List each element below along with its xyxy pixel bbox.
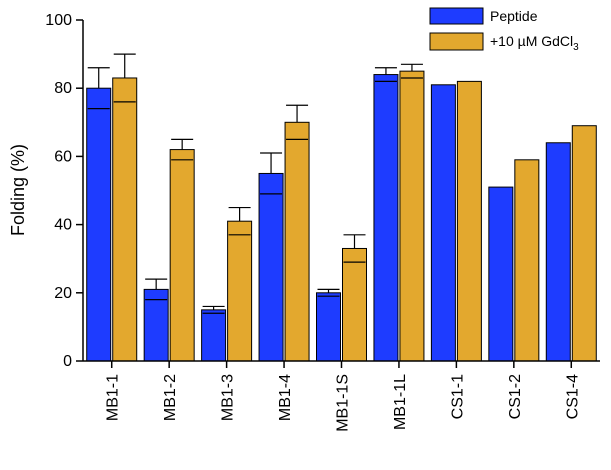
bar-gdcl3-cs1-2 <box>514 159 540 362</box>
legend-label-gdcl3-main: +10 µM GdCl <box>490 33 573 49</box>
x-tick-label: CS1-2 <box>507 374 524 419</box>
bar-gdcl3-mb1-4 <box>284 121 310 362</box>
legend-swatch-peptide <box>429 7 484 25</box>
bar-peptide-mb1-1s <box>316 292 341 362</box>
x-tick-label: CS1-4 <box>564 374 581 419</box>
y-tick-label: 100 <box>45 12 72 29</box>
y-tick-label: 60 <box>54 148 72 165</box>
y-axis-title: Folding (%) <box>8 144 28 236</box>
bar-gdcl3-mb1-3 <box>227 220 253 362</box>
bars-group <box>86 70 597 362</box>
legend-label-gdcl3: +10 µM GdCl3 <box>490 33 579 53</box>
bar-peptide-mb1-1l <box>373 74 399 362</box>
legend-label-peptide: Peptide <box>490 8 538 24</box>
bar-peptide-cs1-4 <box>545 142 571 362</box>
legend: Peptide +10 µM GdCl3 <box>429 7 579 53</box>
bar-gdcl3-mb1-2 <box>169 149 195 362</box>
x-ticks-group: MB1-1 MB1-2 MB1-3 MB1-4 MB1-1S MB1-1L CS1-1 CS1… <box>105 361 581 432</box>
bar-gdcl3-mb1-1l <box>399 70 425 362</box>
x-tick-label: MB1-1L <box>392 374 409 430</box>
error-bars-group <box>87 53 423 314</box>
bar-gdcl3-mb1-1s <box>342 247 367 362</box>
y-tick-label: 80 <box>54 80 72 97</box>
bar-gdcl3-mb1-1 <box>112 77 138 362</box>
bar-gdcl3-cs1-1 <box>456 80 482 362</box>
x-tick-label: CS1-1 <box>449 374 466 419</box>
bar-gdcl3-cs1-4 <box>571 125 597 362</box>
x-tick-label: MB1-3 <box>220 374 237 421</box>
legend-swatch-gdcl3 <box>429 32 484 51</box>
x-tick-label: MB1-4 <box>277 374 294 421</box>
bar-peptide-cs1-1 <box>430 84 456 362</box>
y-tick-label: 40 <box>54 217 72 234</box>
x-tick-label: MB1-1 <box>105 374 122 421</box>
legend-label-gdcl3-sub: 3 <box>573 42 579 53</box>
bar-peptide-mb1-2 <box>143 288 169 362</box>
x-tick-label: MB1-1S <box>335 374 352 432</box>
y-tick-label: 0 <box>63 353 72 370</box>
bar-peptide-mb1-4 <box>258 172 284 362</box>
x-tick-label: MB1-2 <box>162 374 179 421</box>
bar-peptide-cs1-2 <box>488 186 514 362</box>
bar-peptide-mb1-1 <box>86 87 112 362</box>
y-ticks-group: 0 20 40 60 80 100 <box>45 12 83 370</box>
y-tick-label: 20 <box>54 285 72 302</box>
bar-peptide-mb1-3 <box>201 309 227 362</box>
